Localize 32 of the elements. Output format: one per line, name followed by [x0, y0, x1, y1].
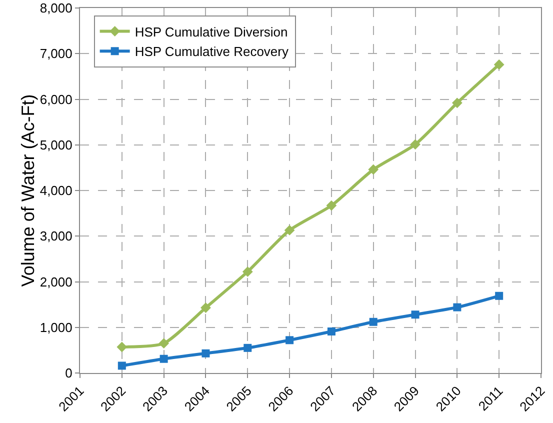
point	[495, 292, 504, 300]
y-tick-label: 0	[65, 366, 72, 381]
y-tick-label: 7,000	[40, 46, 72, 62]
point	[158, 338, 170, 349]
point	[494, 59, 504, 70]
point	[118, 362, 126, 370]
y-tick-label: 5,000	[40, 137, 72, 152]
point	[202, 349, 210, 358]
point	[116, 342, 128, 352]
point	[369, 318, 378, 326]
point	[160, 354, 168, 363]
point	[410, 139, 420, 150]
y-tick-label: 3,000	[40, 228, 72, 244]
y-tick-label: 1,000	[40, 320, 72, 335]
point	[452, 98, 462, 108]
point	[242, 266, 253, 277]
point	[200, 302, 211, 313]
y-tick-label: 2,000	[40, 274, 72, 290]
point	[286, 336, 294, 344]
y-tick-label: 4,000	[40, 183, 72, 198]
point	[411, 310, 420, 319]
point	[368, 164, 379, 175]
point	[284, 224, 295, 236]
point	[326, 200, 337, 211]
point	[453, 303, 462, 312]
legend-label: HSP Cumulative Recovery	[134, 44, 289, 60]
legend-label: HSP Cumulative Diversion	[134, 24, 288, 40]
point	[327, 327, 336, 336]
y-tick-label: 6,000	[40, 92, 72, 107]
y-tick-label: 8,000	[40, 0, 72, 16]
point	[244, 344, 252, 352]
y-axis-title: Volume of Water (Ac-Ft)	[18, 94, 38, 287]
